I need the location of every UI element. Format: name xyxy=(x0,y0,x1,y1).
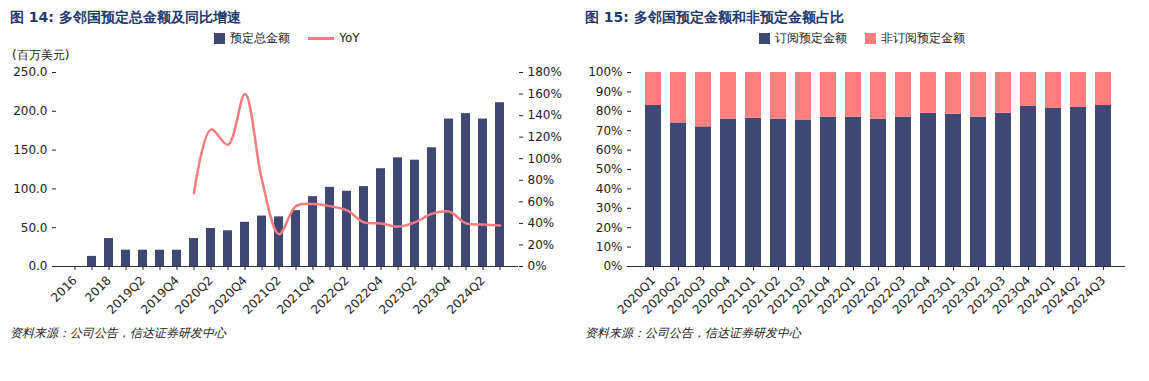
svg-text:0%: 0% xyxy=(603,259,622,273)
svg-text:2022Q4: 2022Q4 xyxy=(342,273,386,317)
svg-text:150.0: 150.0 xyxy=(13,143,47,157)
html-text:预定总金额: 预定总金额 xyxy=(230,30,291,45)
svg-text:10%: 10% xyxy=(596,240,623,254)
svg-text:180%: 180% xyxy=(528,65,562,79)
html-text:图 15: 多邻国预定金额和非预定金额占比: 图 15: 多邻国预定金额和非预定金额占比 xyxy=(585,9,844,25)
svg-text:2024Q3: 2024Q3 xyxy=(1065,273,1109,317)
svg-text:2021Q4: 2021Q4 xyxy=(274,273,318,317)
svg-text:2024Q2: 2024Q2 xyxy=(1039,273,1084,317)
svg-text:2021Q2: 2021Q2 xyxy=(240,273,284,317)
svg-text:60%: 60% xyxy=(596,143,623,157)
svg-text:100%: 100% xyxy=(528,152,562,166)
svg-text:200.0: 200.0 xyxy=(13,104,47,118)
svg-text:20%: 20% xyxy=(596,221,623,235)
svg-text:2020Q3: 2020Q3 xyxy=(664,273,709,317)
svg-text:2019Q4: 2019Q4 xyxy=(138,273,182,317)
svg-text:80%: 80% xyxy=(528,173,555,187)
svg-text:2020Q4: 2020Q4 xyxy=(689,273,734,317)
svg-text:2023Q2: 2023Q2 xyxy=(939,273,984,317)
svg-text:120%: 120% xyxy=(528,130,562,144)
svg-text:2020Q1: 2020Q1 xyxy=(614,273,659,317)
svg-text:2016: 2016 xyxy=(48,273,79,304)
svg-text:2022Q1: 2022Q1 xyxy=(814,273,859,317)
svg-text:2019Q2: 2019Q2 xyxy=(104,273,148,317)
svg-text:2021Q2: 2021Q2 xyxy=(739,273,784,317)
svg-text:2022Q2: 2022Q2 xyxy=(308,273,352,317)
svg-text:50%: 50% xyxy=(596,162,623,176)
svg-text:100%: 100% xyxy=(588,65,622,79)
svg-text:2024Q2: 2024Q2 xyxy=(444,273,488,317)
svg-text:2021Q3: 2021Q3 xyxy=(764,273,809,317)
svg-text:100.0: 100.0 xyxy=(13,182,47,196)
svg-text:2020Q4: 2020Q4 xyxy=(206,273,250,317)
svg-text:40%: 40% xyxy=(596,182,623,196)
svg-text:2024Q1: 2024Q1 xyxy=(1014,273,1059,317)
svg-text:80%: 80% xyxy=(596,104,623,118)
svg-text:250.0: 250.0 xyxy=(13,65,47,79)
svg-text:0%: 0% xyxy=(528,259,547,273)
svg-text:2023Q2: 2023Q2 xyxy=(376,273,420,317)
html-text:(百万美元): (百万美元) xyxy=(12,48,70,62)
svg-text:70%: 70% xyxy=(596,124,623,138)
svg-text:140%: 140% xyxy=(528,108,562,122)
svg-text:2023Q1: 2023Q1 xyxy=(914,273,959,317)
svg-text:2023Q4: 2023Q4 xyxy=(410,273,454,317)
svg-text:50.0: 50.0 xyxy=(21,221,48,235)
svg-text:2022Q2: 2022Q2 xyxy=(839,273,884,317)
svg-text:90%: 90% xyxy=(596,85,623,99)
svg-text:40%: 40% xyxy=(528,216,555,230)
svg-text:60%: 60% xyxy=(528,195,555,209)
svg-text:20%: 20% xyxy=(528,238,555,252)
svg-text:160%: 160% xyxy=(528,87,562,101)
svg-text:2023Q4: 2023Q4 xyxy=(989,273,1034,317)
svg-text:0.0: 0.0 xyxy=(28,259,47,273)
svg-text:2022Q3: 2022Q3 xyxy=(864,273,909,317)
html-text:资料来源：公司公告，信达证券研发中心: 资料来源：公司公告，信达证券研发中心 xyxy=(10,326,226,340)
svg-text:2022Q4: 2022Q4 xyxy=(889,273,934,317)
html-text:资料来源：公司公告，信达证券研发中心: 资料来源：公司公告，信达证券研发中心 xyxy=(585,326,801,340)
svg-text:2021Q4: 2021Q4 xyxy=(789,273,834,317)
svg-text:30%: 30% xyxy=(596,201,623,215)
svg-text:2020Q2: 2020Q2 xyxy=(172,273,216,317)
html-text:订阅预定金额: 订阅预定金额 xyxy=(775,30,847,45)
svg-text:2023Q3: 2023Q3 xyxy=(964,273,1009,317)
svg-text:2020Q2: 2020Q2 xyxy=(639,273,684,317)
html-text:非订阅预定金额: 非订阅预定金额 xyxy=(881,30,965,45)
html-text:YoY: YoY xyxy=(339,31,360,45)
svg-text:2021Q1: 2021Q1 xyxy=(714,273,759,317)
svg-text:2018: 2018 xyxy=(82,273,113,304)
html-text:图 14: 多邻国预定总金额及同比增速: 图 14: 多邻国预定总金额及同比增速 xyxy=(10,9,241,25)
